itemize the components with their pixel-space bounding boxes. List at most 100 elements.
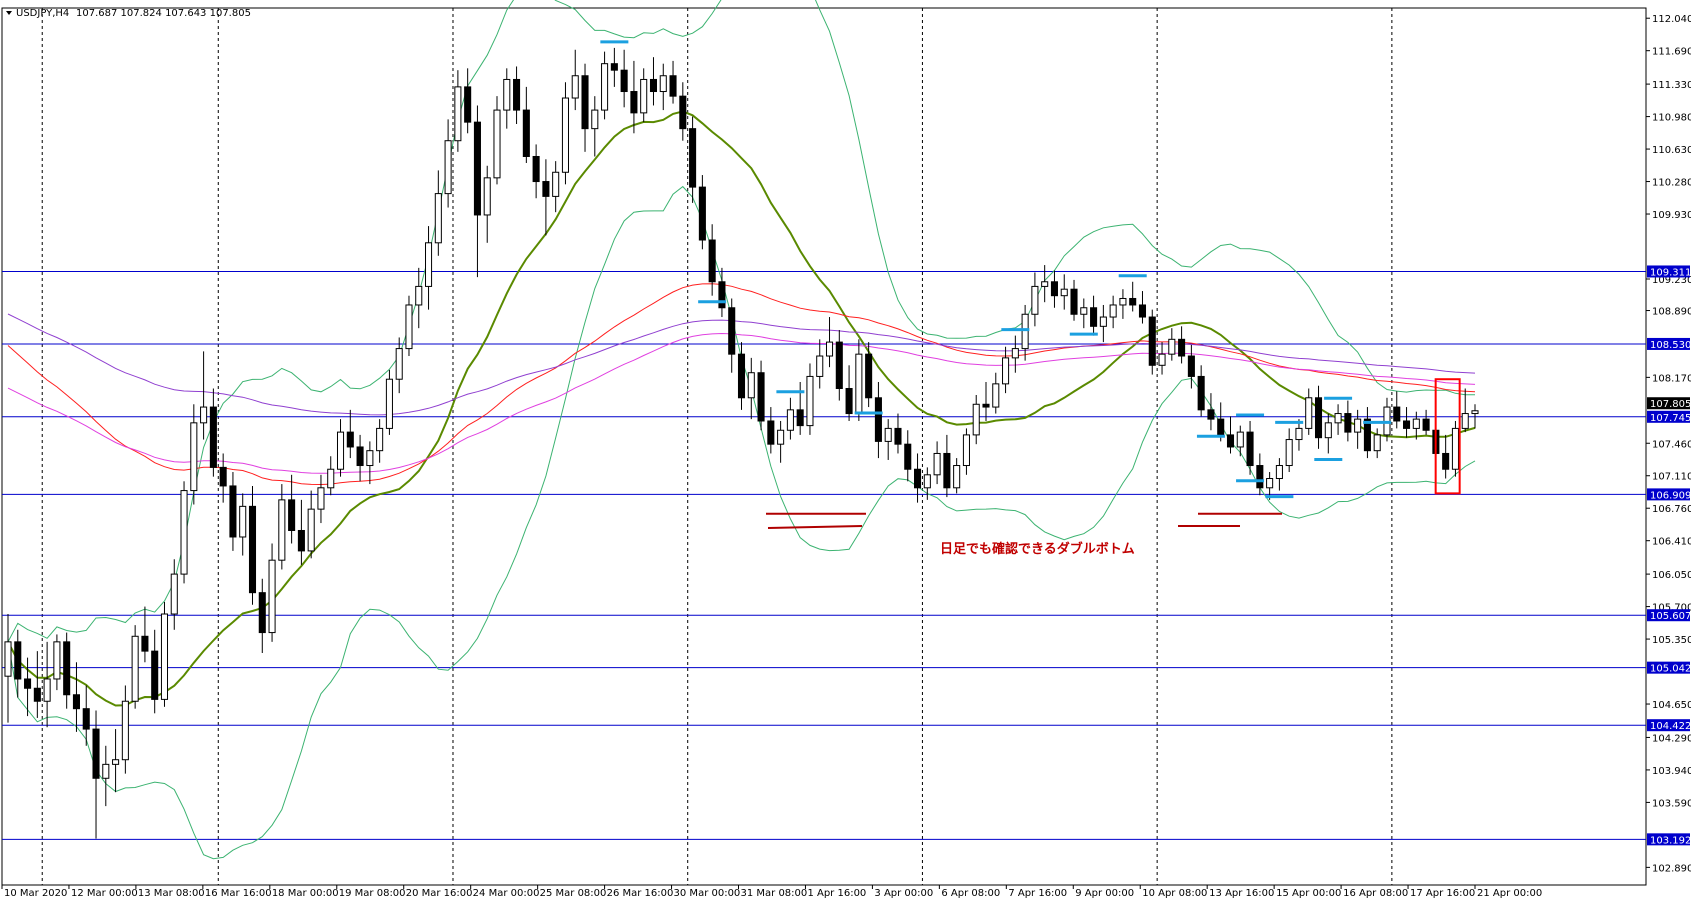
x-tick-label: 3 Apr 00:00 xyxy=(874,888,933,899)
x-tick-label: 10 Apr 08:00 xyxy=(1142,888,1207,899)
candle-body xyxy=(737,353,746,399)
annotation-arrow-left xyxy=(767,525,863,529)
x-tick-label: 15 Apr 00:00 xyxy=(1276,888,1341,899)
candle xyxy=(943,434,951,498)
candle-body xyxy=(141,635,149,652)
candle xyxy=(1344,400,1352,442)
candle-body xyxy=(894,427,902,445)
candle xyxy=(395,337,403,394)
collapse-triangle-icon[interactable] xyxy=(6,11,12,15)
candle xyxy=(1442,434,1450,479)
candle-body xyxy=(1354,418,1362,433)
level-label: 104.422 xyxy=(1650,721,1691,732)
x-tick-label: 21 Apr 00:00 xyxy=(1477,888,1542,899)
candle-body xyxy=(317,487,325,510)
candle xyxy=(620,49,628,108)
candle xyxy=(659,63,667,111)
candle-body xyxy=(297,529,305,552)
candle-body xyxy=(532,155,540,183)
candle xyxy=(112,729,120,793)
candle-body xyxy=(434,193,442,244)
candle xyxy=(1275,458,1283,491)
candle-body xyxy=(121,700,129,761)
ema-red xyxy=(7,283,1476,486)
candle xyxy=(1285,428,1293,473)
candle-body xyxy=(825,341,834,357)
candle xyxy=(92,710,100,839)
candle xyxy=(170,559,178,630)
candle-body xyxy=(160,613,169,700)
y-tick-label: 105.700 xyxy=(1652,603,1691,614)
candle-body xyxy=(376,427,384,452)
candle xyxy=(747,357,755,420)
x-tick-label: 12 Mar 00:00 xyxy=(71,888,138,899)
candle-body xyxy=(552,171,560,197)
candle xyxy=(239,493,247,556)
x-tick-label: 25 Mar 08:00 xyxy=(540,888,607,899)
candle-body xyxy=(522,109,530,157)
candle-body xyxy=(112,759,120,765)
candle xyxy=(571,49,579,111)
candle xyxy=(258,578,266,653)
candle-body xyxy=(698,186,706,241)
candle xyxy=(757,360,765,431)
ema-magenta xyxy=(7,332,1476,474)
bollinger-upper xyxy=(7,0,1475,643)
y-tick-label: 110.980 xyxy=(1652,113,1691,124)
candle-body xyxy=(92,728,100,779)
candle-body xyxy=(72,694,80,710)
candle-body xyxy=(209,406,217,468)
y-tick-label: 106.410 xyxy=(1652,537,1691,548)
candle xyxy=(1295,419,1303,451)
candle-body xyxy=(1119,297,1127,306)
candle xyxy=(209,388,217,477)
candle-body xyxy=(1442,452,1450,470)
candle-body xyxy=(1256,465,1264,489)
candle xyxy=(336,419,345,477)
candle-body xyxy=(1207,409,1215,420)
candle-body xyxy=(405,304,413,350)
candle xyxy=(825,317,834,368)
candle xyxy=(24,657,32,717)
candle-body xyxy=(1266,478,1274,489)
candle-body xyxy=(542,181,550,197)
candle xyxy=(229,472,237,551)
candle-body xyxy=(1011,348,1019,359)
candle xyxy=(923,467,931,500)
ohlc-values: 107.687 107.824 107.643 107.805 xyxy=(76,8,251,19)
candle xyxy=(1305,388,1313,435)
candle xyxy=(1060,274,1068,310)
candle xyxy=(473,105,481,278)
candle xyxy=(1002,346,1010,394)
candle xyxy=(14,629,22,698)
candle-body xyxy=(747,372,755,399)
candle xyxy=(366,441,374,485)
candle-body xyxy=(914,468,922,489)
candle-body xyxy=(503,78,511,111)
candle-body xyxy=(278,499,286,561)
candle-body xyxy=(962,434,970,467)
candle-body xyxy=(336,431,345,470)
y-tick-label: 103.590 xyxy=(1652,798,1691,809)
candle xyxy=(1256,453,1264,496)
candle-body xyxy=(884,427,892,442)
level-label: 109.311 xyxy=(1650,267,1691,278)
candle xyxy=(1451,420,1459,477)
candle xyxy=(317,474,325,524)
candle-body xyxy=(366,450,374,467)
candle xyxy=(630,60,638,134)
candle-body xyxy=(1451,427,1459,470)
candle xyxy=(1178,326,1186,364)
candle xyxy=(737,342,746,410)
x-tick-label: 13 Apr 16:00 xyxy=(1209,888,1274,899)
candle xyxy=(835,330,843,401)
candle-body xyxy=(102,763,110,779)
candle-body xyxy=(327,468,335,489)
candle-body xyxy=(483,177,491,216)
candle xyxy=(1138,291,1147,324)
y-tick-label: 110.280 xyxy=(1652,178,1691,189)
candle xyxy=(151,629,159,714)
candle xyxy=(268,543,276,642)
candle-body xyxy=(346,431,354,448)
